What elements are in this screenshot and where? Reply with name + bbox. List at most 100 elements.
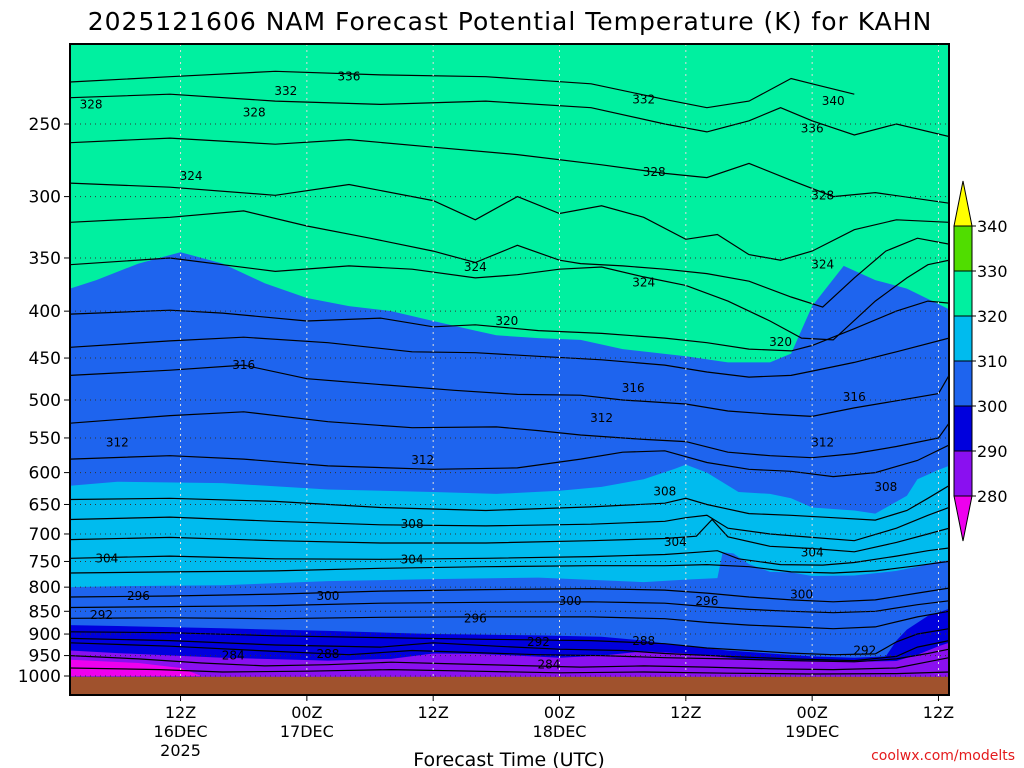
contour-label: 308 — [653, 484, 676, 498]
y-tick-label: 750 — [29, 552, 61, 572]
contour-line-3 — [70, 182, 949, 261]
contour-label: 324 — [632, 275, 655, 289]
y-tick-label: 500 — [29, 391, 61, 411]
x-tick-date: 19DEC — [785, 722, 839, 741]
ground-surface — [70, 676, 949, 695]
y-tick-label: 900 — [29, 625, 61, 645]
plot-frame — [69, 43, 950, 696]
colorbar-segment — [953, 405, 973, 452]
colorbar-label: 280 — [977, 487, 1008, 506]
contour-label: 300 — [559, 594, 582, 608]
contour-label: 332 — [274, 84, 297, 98]
contour-label: 288 — [316, 647, 339, 661]
colorbar: 340 330 320 310 300 290 280 — [953, 180, 1008, 542]
y-tick-label: 700 — [29, 525, 61, 545]
y-tick-label: 550 — [29, 429, 61, 449]
contour-line-14 — [70, 547, 949, 566]
colorbar-segment — [953, 450, 973, 497]
x-tick-label: 00Z — [291, 703, 322, 722]
contour-label: 292 — [853, 644, 876, 658]
contour-lines — [70, 70, 949, 675]
source-credit: coolwx.com/modelts — [871, 748, 1015, 764]
colorbar-max-triangle — [953, 180, 973, 227]
contour-label: 324 — [180, 169, 203, 183]
contour-line-6 — [70, 300, 949, 352]
plot-area: 336 332 332 340 328 328 336 328 328 324 324 324 324 3… — [70, 44, 949, 695]
y-tick-label: 1000 — [18, 667, 61, 687]
contour-label: 304 — [664, 535, 687, 549]
x-tick-date: 17DEC — [280, 722, 334, 741]
contour-label: 304 — [801, 545, 824, 559]
contour-label: 292 — [90, 608, 113, 622]
x-tick-date: 18DEC — [533, 722, 587, 741]
contour-line-19 — [70, 628, 949, 656]
x-axis-label: Forecast Time (UTC) — [413, 749, 604, 768]
colorbar-segment — [953, 315, 973, 362]
contour-label: 336 — [338, 70, 361, 84]
band-270 — [70, 659, 202, 676]
colorbar-label: 330 — [977, 262, 1008, 281]
contour-line-10 — [70, 444, 949, 478]
contour-label: 324 — [464, 260, 487, 274]
colorbar-label: 340 — [977, 217, 1008, 236]
contour-label: 316 — [232, 358, 255, 372]
contour-label: 336 — [801, 122, 824, 136]
contour-label: 308 — [401, 517, 424, 531]
contour-label: 328 — [80, 97, 103, 111]
x-tick-label: 12Z — [670, 703, 701, 722]
chart-title: 2025121606 NAM Forecast Potential Temper… — [88, 7, 933, 36]
contour-label: 292 — [527, 635, 550, 649]
contour-line-11 — [70, 485, 949, 521]
x-tick-label: 12Z — [165, 703, 196, 722]
contour-line-23 — [70, 667, 949, 675]
contour-label: 332 — [632, 92, 655, 106]
contour-line-7 — [70, 336, 949, 378]
y-tick-label: 800 — [29, 578, 61, 598]
contour-line-8 — [70, 364, 949, 418]
contour-line-2 — [70, 137, 949, 204]
x-tick-date: 16DEC — [154, 722, 208, 741]
contour-label: 328 — [243, 106, 266, 120]
contour-line-15 — [70, 560, 949, 574]
contour-label: 300 — [790, 588, 813, 602]
colorbar-label: 320 — [977, 307, 1008, 326]
contour-label: 308 — [874, 480, 897, 494]
contour-label: 296 — [127, 589, 150, 603]
contour-label: 296 — [695, 594, 718, 608]
contour-label: 312 — [106, 435, 129, 449]
contour-line-5 — [70, 257, 949, 341]
colorbar-label: 300 — [977, 397, 1008, 416]
contour-label: 320 — [769, 335, 792, 349]
contour-label: 304 — [95, 551, 118, 565]
y-tick-label: 350 — [29, 249, 61, 269]
y-tick-label: 300 — [29, 188, 61, 208]
y-tick-label: 250 — [29, 115, 61, 135]
contour-label: 300 — [316, 589, 339, 603]
colorbar-segment — [953, 270, 973, 317]
y-tick-label: 850 — [29, 602, 61, 622]
contour-label: 296 — [464, 612, 487, 626]
contour-label: 324 — [811, 258, 834, 272]
contour-label: 316 — [843, 390, 866, 404]
contour-label: 312 — [811, 435, 834, 449]
contour-label: 340 — [822, 94, 845, 108]
contour-line-1 — [70, 93, 949, 138]
contour-line-17 — [70, 600, 949, 614]
y-tick-label: 600 — [29, 464, 61, 484]
band-320 — [70, 44, 949, 363]
contour-labels: 336 332 332 340 328 328 336 328 328 324 324 324 324 3… — [80, 70, 898, 672]
x-tick-year: 2025 — [160, 741, 201, 760]
y-tick-label: 450 — [29, 349, 61, 369]
contour-label: 316 — [622, 381, 645, 395]
contour-label: 284 — [538, 658, 561, 672]
contour-label: 304 — [401, 552, 424, 566]
contour-label: 284 — [222, 649, 245, 663]
x-tick-label: 12Z — [923, 703, 954, 722]
x-tick-label: 00Z — [796, 703, 827, 722]
contour-label: 328 — [811, 188, 834, 202]
contour-line-21 — [70, 642, 949, 663]
contour-line-22 — [70, 655, 949, 671]
y-tick-label: 950 — [29, 647, 61, 667]
x-tick-label: 00Z — [544, 703, 575, 722]
